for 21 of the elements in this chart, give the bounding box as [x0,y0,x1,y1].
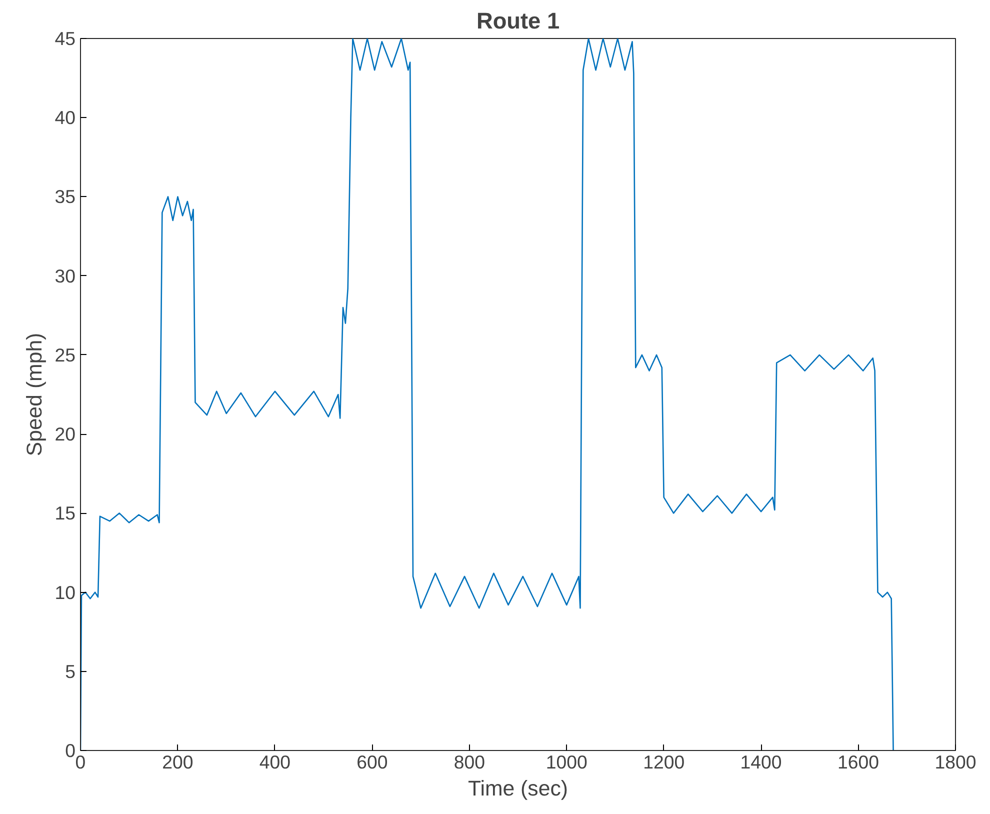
y-tick-label: 25 [54,344,76,366]
x-tick-label: 1400 [740,752,782,772]
y-tick-label: 10 [54,582,76,603]
x-tick-label: 1000 [546,752,588,772]
chart-title: Route 1 [476,8,560,34]
x-axis-title: Time (sec) [468,776,568,800]
x-tick-label: 600 [356,752,388,772]
x-tick-label: 1800 [934,752,976,772]
y-tick-label: 15 [54,502,76,524]
x-tick-label: 400 [259,752,291,772]
x-tick-label: 200 [162,752,194,772]
x-tick-label: 1600 [838,752,880,772]
y-tick-label: 40 [54,107,76,128]
y-tick-label: 5 [65,660,76,682]
x-tick-label: 1200 [643,752,685,772]
y-axis-title: Speed (mph) [22,332,47,456]
x-tick-label: 800 [454,752,485,772]
y-tick-label: 35 [54,186,76,208]
y-tick-label: 45 [54,28,76,49]
y-tick-label: 30 [54,265,76,286]
y-tick-label: 20 [54,424,76,445]
